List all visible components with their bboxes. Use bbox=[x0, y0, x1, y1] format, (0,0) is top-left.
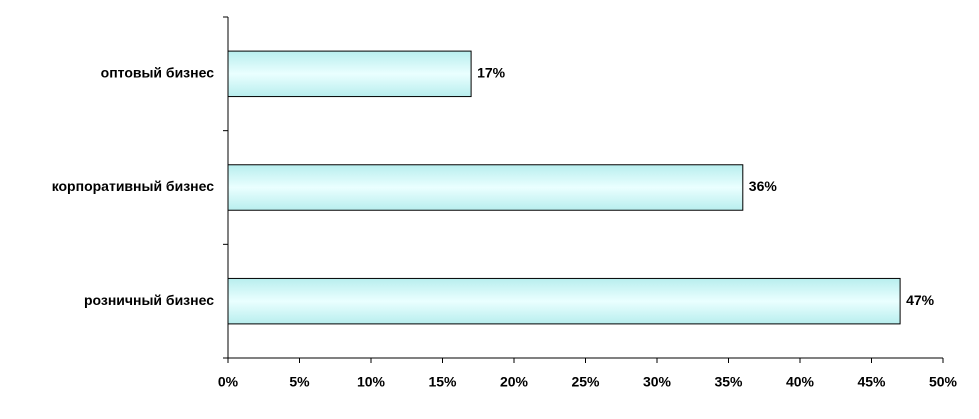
x-tick-label: 35% bbox=[714, 374, 743, 390]
x-tick-label: 20% bbox=[500, 374, 529, 390]
y-tick-label: корпоративный бизнес bbox=[52, 178, 215, 194]
x-tick-label: 0% bbox=[218, 374, 239, 390]
value-label: 17% bbox=[477, 65, 506, 81]
x-tick-label: 25% bbox=[571, 374, 600, 390]
bar bbox=[227, 277, 901, 325]
y-tick-label: розничный бизнес bbox=[84, 292, 214, 308]
bar bbox=[227, 164, 744, 211]
value-label: 36% bbox=[749, 178, 778, 194]
x-tick-label: 15% bbox=[428, 374, 457, 390]
x-tick-label: 45% bbox=[857, 374, 886, 390]
value-label: 47% bbox=[906, 292, 935, 308]
x-tick-label: 50% bbox=[929, 374, 958, 390]
x-tick-label: 5% bbox=[289, 374, 310, 390]
x-tick-label: 40% bbox=[786, 374, 815, 390]
y-tick-label: оптовый бизнес bbox=[101, 65, 215, 81]
x-tick-label: 10% bbox=[357, 374, 386, 390]
x-tick-label: 30% bbox=[643, 374, 672, 390]
bar bbox=[227, 50, 472, 98]
